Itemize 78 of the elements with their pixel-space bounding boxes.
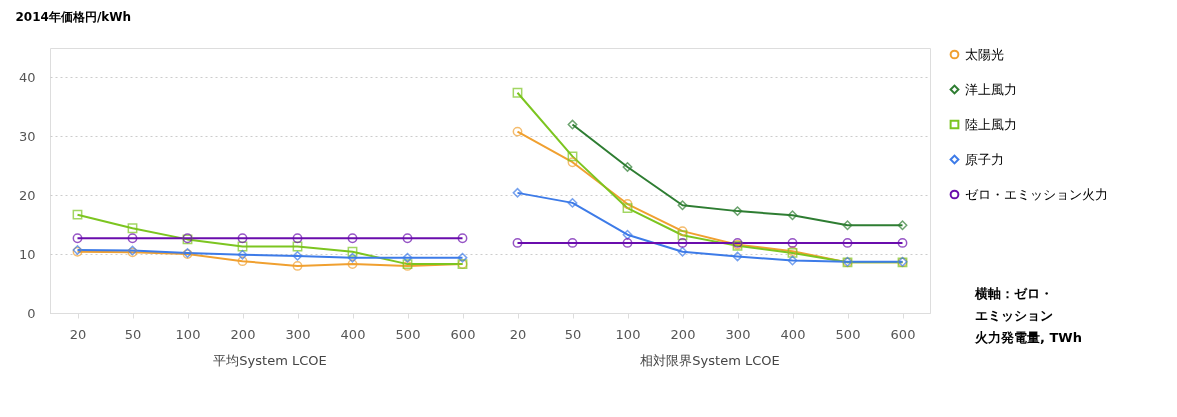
text: 平均System LCOE	[213, 353, 327, 368]
point	[292, 233, 303, 244]
legend-label: 太陽光	[965, 46, 1004, 62]
legend-label: 原子力	[965, 151, 1004, 167]
y-axis-title: 2014年価格円/kWh	[15, 9, 132, 24]
point	[292, 241, 303, 252]
point	[237, 233, 248, 244]
point	[72, 209, 83, 220]
point	[897, 220, 908, 231]
point	[622, 162, 633, 172]
y-tick-label: 40	[18, 69, 36, 85]
point	[787, 210, 798, 221]
point	[457, 233, 468, 244]
point	[622, 203, 633, 214]
point	[127, 223, 138, 234]
point	[567, 157, 578, 168]
point	[512, 87, 523, 98]
point	[842, 220, 853, 231]
point	[402, 233, 413, 244]
point	[787, 255, 798, 266]
y-tick-label: 30	[18, 128, 36, 144]
point	[622, 199, 633, 209]
point	[567, 119, 578, 130]
point	[677, 246, 688, 257]
y-tick-label: 20	[18, 187, 36, 203]
x-tick-label: 300	[725, 326, 751, 342]
point	[732, 206, 743, 217]
point	[512, 126, 523, 137]
x-tick-label: 50	[564, 326, 582, 342]
point	[72, 233, 83, 244]
point	[292, 250, 303, 261]
text: 相対限界System LCOE	[640, 353, 780, 368]
point	[347, 246, 358, 257]
point	[512, 238, 523, 248]
point	[732, 251, 743, 262]
point	[237, 256, 248, 267]
y-tick-label: 10	[18, 246, 36, 262]
point	[897, 238, 908, 248]
x-tick-label: 100	[615, 326, 641, 342]
point	[677, 230, 688, 241]
point	[127, 233, 138, 244]
x-tick-label: 100	[175, 326, 201, 342]
point	[677, 200, 688, 211]
y-tick-label: 0	[27, 305, 36, 321]
point	[842, 238, 853, 248]
x-tick-label: 600	[450, 326, 476, 342]
x-tick-label: 200	[230, 326, 256, 342]
point	[512, 187, 523, 198]
point	[622, 229, 633, 240]
point	[347, 252, 358, 263]
x-tick-label: 400	[780, 326, 806, 342]
x-tick-label: 400	[340, 326, 366, 342]
x-tick-label: 20	[509, 326, 527, 342]
point	[457, 252, 468, 263]
point	[567, 197, 578, 208]
x-tick-label: 500	[835, 326, 861, 342]
legend-label: 陸上風力	[965, 116, 1017, 132]
legend-label: ゼロ・エミッション火力	[965, 186, 1108, 202]
point	[787, 238, 798, 248]
x-tick-label: 200	[670, 326, 696, 342]
point	[677, 238, 688, 248]
point	[567, 238, 578, 248]
x-tick-label: 300	[285, 326, 311, 342]
point	[237, 249, 248, 260]
x-tick-label: 500	[395, 326, 421, 342]
point	[402, 252, 413, 263]
x-tick-label: 600	[890, 326, 916, 342]
text: 横軸：ゼロ・エミッション火力発電量, TWh	[974, 286, 1082, 345]
point	[677, 226, 688, 237]
x-tick-label: 20	[69, 326, 87, 342]
point	[347, 259, 358, 270]
point	[347, 233, 358, 244]
legend-label: 洋上風力	[965, 81, 1017, 97]
point	[292, 260, 303, 271]
point	[567, 151, 578, 162]
point	[237, 241, 248, 252]
x-tick-label: 50	[124, 326, 142, 342]
point	[622, 238, 633, 248]
